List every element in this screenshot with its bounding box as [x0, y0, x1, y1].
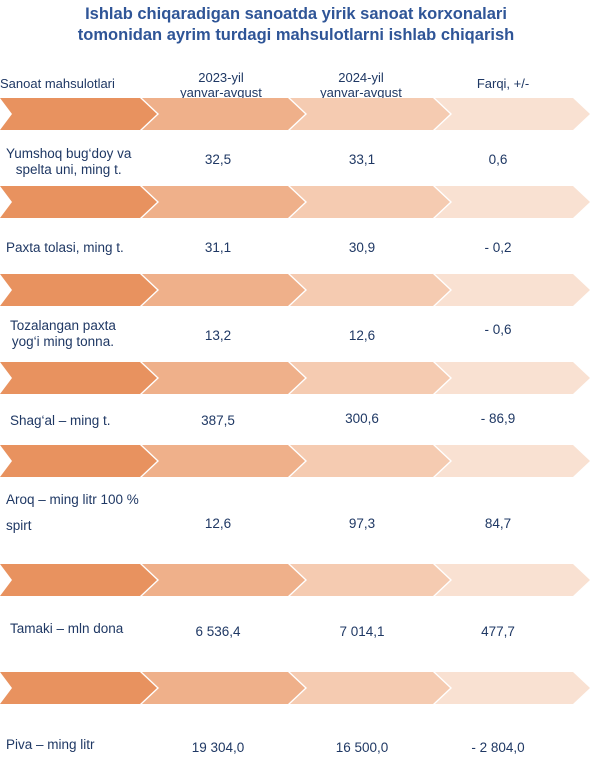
row-2-label: Paxta tolasi, ming t.	[6, 240, 124, 255]
row-7-2023: 19 304,0	[191, 740, 245, 755]
chevron-3	[290, 274, 450, 306]
header-2023-period: yanvar-avgust	[180, 85, 262, 100]
row-4-diff: - 86,9	[480, 411, 516, 426]
chevron-3	[290, 672, 450, 704]
header-2024-period: yanvar-avgust	[320, 85, 402, 100]
row-5-label-line-2: spirt	[6, 518, 32, 533]
row-3-label: Tozalangan paxta yog‘i ming tonna.	[10, 318, 116, 350]
row-5-diff: 84,7	[484, 516, 512, 531]
header-2023-year: 2023-yil	[198, 70, 244, 85]
row-3-2023: 13,2	[204, 328, 232, 343]
arrow-band-4	[0, 362, 590, 394]
chevron-4	[435, 672, 590, 704]
arrow-band-2	[0, 186, 590, 218]
header-diff: Farqi, +/-	[476, 76, 530, 91]
row-6-2023: 6 536,4	[195, 624, 241, 639]
row-3-2024: 12,6	[348, 328, 376, 343]
chevron-4	[435, 98, 590, 130]
row-2-diff: - 0,2	[484, 240, 512, 255]
chevron-2	[142, 274, 305, 306]
chevron-3	[290, 186, 450, 218]
row-5-label-line-1: Aroq – ming litr 100 %	[6, 492, 139, 507]
row-6-label: Tamaki – mln dona	[10, 621, 124, 636]
row-1-label: Yumshoq bug‘doy va spelta uni, ming t.	[6, 146, 131, 178]
arrow-band-3	[0, 274, 590, 306]
title-line-2: tomonidan ayrim turdagi mahsulotlarni is…	[77, 26, 515, 44]
chevron-4	[435, 362, 590, 394]
row-3-label-line-1: Tozalangan paxta	[10, 318, 116, 333]
chevron-2	[142, 445, 305, 477]
chevron-2	[142, 98, 305, 130]
row-7-label: Piva – ming litr	[6, 737, 95, 752]
header-product: Sanoat mahsulotlari	[0, 76, 115, 91]
chevron-3	[290, 445, 450, 477]
row-1-2023: 32,5	[204, 152, 232, 167]
row-4-2023: 387,5	[201, 413, 235, 428]
title-line-1: Ishlab chiqaradigan sanoatda yirik sanoa…	[85, 5, 507, 23]
row-7-2024: 16 500,0	[335, 740, 389, 755]
header-2024-year: 2024-yil	[338, 70, 384, 85]
row-4-label: Shag‘al – ming t.	[10, 413, 111, 428]
chevron-2	[142, 362, 305, 394]
row-6-2024: 7 014,1	[339, 624, 385, 639]
chevron-4	[435, 445, 590, 477]
chevron-2	[142, 564, 305, 596]
arrow-band-6	[0, 564, 590, 596]
chevron-1	[0, 445, 157, 477]
row-3-label-line-2: yog‘i ming tonna.	[11, 334, 114, 349]
chevron-1	[0, 274, 157, 306]
row-2-2024: 30,9	[348, 240, 376, 255]
row-6-diff: 477,7	[481, 624, 515, 639]
page-title: Ishlab chiqaradigan sanoatda yirik sanoa…	[0, 4, 592, 46]
chevron-4	[435, 564, 590, 596]
header-2024: 2024-yil yanvar-avgust	[305, 70, 417, 100]
chevron-1	[0, 186, 157, 218]
chevron-1	[0, 672, 157, 704]
row-1-label-line-1: Yumshoq bug‘doy va	[6, 146, 132, 161]
arrow-band-1	[0, 98, 590, 130]
chevron-4	[435, 274, 590, 306]
chevron-3	[290, 98, 450, 130]
chevron-1	[0, 564, 157, 596]
row-4-2024: 300,6	[345, 411, 379, 426]
row-3-diff: - 0,6	[484, 322, 512, 337]
row-7-diff: - 2 804,0	[471, 740, 525, 755]
row-1-diff: 0,6	[488, 152, 508, 167]
chevron-2	[142, 186, 305, 218]
header-2023: 2023-yil yanvar-avgust	[165, 70, 277, 100]
row-5-2024: 97,3	[348, 516, 376, 531]
chevron-1	[0, 362, 157, 394]
row-1-2024: 33,1	[348, 152, 376, 167]
chevron-3	[290, 362, 450, 394]
row-1-label-line-2: spelta uni, ming t.	[15, 162, 122, 177]
row-5-2023: 12,6	[204, 516, 232, 531]
chevron-3	[290, 564, 450, 596]
row-2-2023: 31,1	[204, 240, 232, 255]
chevron-1	[0, 98, 157, 130]
chevron-2	[142, 672, 305, 704]
arrow-band-7	[0, 672, 590, 704]
arrow-band-5	[0, 445, 590, 477]
chevron-4	[435, 186, 590, 218]
